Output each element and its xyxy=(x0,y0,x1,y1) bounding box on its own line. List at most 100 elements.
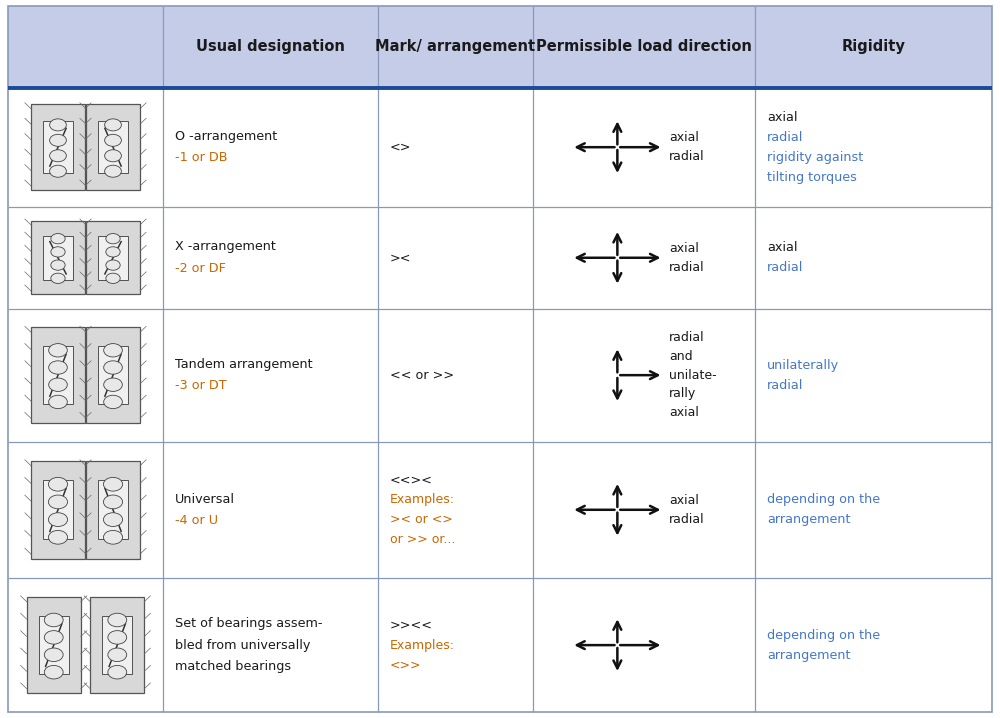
Bar xyxy=(98,347,128,404)
Text: axial: axial xyxy=(669,242,699,255)
Circle shape xyxy=(103,477,123,491)
Circle shape xyxy=(105,150,121,162)
Text: X -arrangement: X -arrangement xyxy=(175,241,276,253)
Text: -1 or DB: -1 or DB xyxy=(175,151,228,164)
Text: rigidity against: rigidity against xyxy=(767,151,863,164)
Bar xyxy=(27,597,81,694)
Bar xyxy=(90,597,144,694)
Text: rally: rally xyxy=(669,387,697,401)
Text: Examples:: Examples: xyxy=(390,493,455,506)
Text: unilate-: unilate- xyxy=(669,368,717,382)
Text: Rigidity: Rigidity xyxy=(842,39,905,54)
Circle shape xyxy=(106,260,120,270)
Circle shape xyxy=(50,134,66,146)
Text: axial: axial xyxy=(767,111,798,123)
Text: radial: radial xyxy=(767,261,803,274)
Bar xyxy=(102,616,132,674)
Text: Universal: Universal xyxy=(175,493,235,505)
Text: depending on the: depending on the xyxy=(767,493,880,506)
Circle shape xyxy=(103,495,123,509)
Circle shape xyxy=(106,233,120,244)
Bar xyxy=(86,221,140,294)
Bar xyxy=(39,616,69,674)
Text: -4 or U: -4 or U xyxy=(175,514,218,527)
Text: radial: radial xyxy=(767,131,803,144)
Circle shape xyxy=(44,613,63,627)
Bar xyxy=(98,480,128,539)
Bar xyxy=(8,309,992,442)
Text: ><: >< xyxy=(390,251,412,264)
Text: radial: radial xyxy=(669,150,705,163)
Text: depending on the: depending on the xyxy=(767,628,880,642)
Circle shape xyxy=(48,513,68,526)
Bar xyxy=(98,121,128,173)
Circle shape xyxy=(44,648,63,661)
Text: tilting torques: tilting torques xyxy=(767,171,857,184)
Text: axial: axial xyxy=(669,131,699,144)
Bar xyxy=(98,236,128,280)
Circle shape xyxy=(104,361,122,374)
Circle shape xyxy=(51,273,65,284)
Text: radial: radial xyxy=(669,513,705,526)
Text: O -arrangement: O -arrangement xyxy=(175,130,277,143)
Circle shape xyxy=(44,630,63,644)
Bar xyxy=(43,236,73,280)
Bar xyxy=(8,88,992,207)
Bar xyxy=(8,6,992,88)
Circle shape xyxy=(104,395,122,409)
Text: arrangement: arrangement xyxy=(767,513,850,526)
Text: <>: <> xyxy=(390,141,412,154)
Text: >< or <>: >< or <> xyxy=(390,513,453,526)
Circle shape xyxy=(104,344,122,357)
Circle shape xyxy=(50,150,66,162)
Circle shape xyxy=(108,630,127,644)
Bar xyxy=(8,578,992,712)
Text: bled from universally: bled from universally xyxy=(175,638,310,652)
Bar xyxy=(31,461,85,559)
Text: axial: axial xyxy=(767,241,798,254)
Circle shape xyxy=(51,247,65,257)
Bar xyxy=(31,104,85,190)
Bar xyxy=(31,327,85,423)
Circle shape xyxy=(48,495,68,509)
Text: and: and xyxy=(669,350,693,363)
Circle shape xyxy=(51,233,65,244)
Circle shape xyxy=(105,165,121,177)
Text: arrangement: arrangement xyxy=(767,648,850,662)
Bar xyxy=(43,121,73,173)
Text: radial: radial xyxy=(767,378,803,392)
Circle shape xyxy=(103,513,123,526)
Text: radial: radial xyxy=(669,331,705,345)
Circle shape xyxy=(50,119,66,131)
Text: Examples:: Examples: xyxy=(390,638,455,652)
Bar xyxy=(86,327,140,423)
Text: -2 or DF: -2 or DF xyxy=(175,262,226,275)
Bar xyxy=(31,221,85,294)
Bar xyxy=(86,104,140,190)
Text: <>>: <>> xyxy=(390,658,422,672)
Circle shape xyxy=(106,273,120,284)
Text: Tandem arrangement: Tandem arrangement xyxy=(175,358,313,371)
Text: <<><: <<>< xyxy=(390,473,433,486)
Circle shape xyxy=(50,165,66,177)
Circle shape xyxy=(44,666,63,679)
Circle shape xyxy=(108,648,127,661)
Circle shape xyxy=(104,378,122,391)
Text: axial: axial xyxy=(669,494,699,507)
Circle shape xyxy=(105,119,121,131)
Text: matched bearings: matched bearings xyxy=(175,660,291,673)
Text: Usual designation: Usual designation xyxy=(196,39,345,54)
Circle shape xyxy=(49,395,67,409)
Text: << or >>: << or >> xyxy=(390,368,454,382)
Circle shape xyxy=(48,531,68,544)
Text: radial: radial xyxy=(669,261,705,274)
Text: axial: axial xyxy=(669,406,699,419)
Circle shape xyxy=(49,361,67,374)
Bar xyxy=(8,207,992,309)
Text: Permissible load direction: Permissible load direction xyxy=(536,39,752,54)
Circle shape xyxy=(105,134,121,146)
Text: -3 or DT: -3 or DT xyxy=(175,379,227,393)
Circle shape xyxy=(108,613,127,627)
Bar xyxy=(8,442,992,578)
Circle shape xyxy=(108,666,127,679)
